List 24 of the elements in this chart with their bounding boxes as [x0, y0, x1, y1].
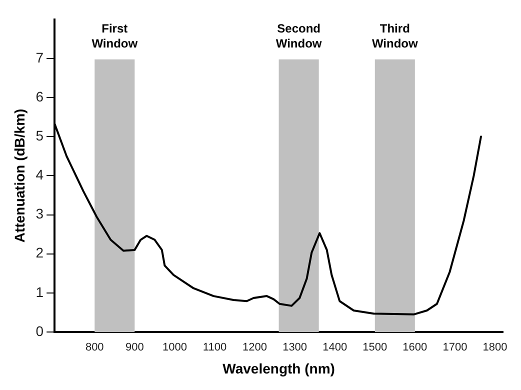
- y-tick-label: 5: [36, 127, 44, 144]
- y-tick-label: 2: [36, 244, 44, 261]
- band-label: Second Window: [276, 22, 322, 51]
- x-tick-label: 1100: [202, 342, 227, 354]
- x-tick-label: 1400: [322, 342, 348, 354]
- x-tick-label: 1200: [242, 342, 268, 354]
- x-axis-title: Wavelength (nm): [222, 360, 335, 376]
- y-tick-label: 7: [36, 49, 44, 66]
- y-tick-label: 6: [36, 88, 44, 104]
- y-tick-label: 1: [36, 284, 44, 300]
- y-tick-label: 3: [36, 206, 44, 222]
- x-tick-label: 1700: [442, 342, 468, 354]
- y-tick-label: 4: [36, 166, 44, 183]
- x-tick-label: 1500: [362, 342, 388, 354]
- x-tick-label: 1800: [482, 342, 508, 354]
- x-tick-label: 1000: [162, 342, 187, 354]
- band-label: First Window: [92, 22, 138, 51]
- band-label: Third Window: [372, 22, 418, 51]
- y-tick-label: 0: [36, 322, 44, 339]
- x-tick-label: 1300: [282, 342, 308, 354]
- y-axis-title: Attenuation (dB/km): [11, 108, 28, 243]
- x-tick-label: 900: [125, 342, 144, 354]
- x-tick-label: 1600: [402, 342, 428, 354]
- x-tick-label: 800: [85, 342, 104, 354]
